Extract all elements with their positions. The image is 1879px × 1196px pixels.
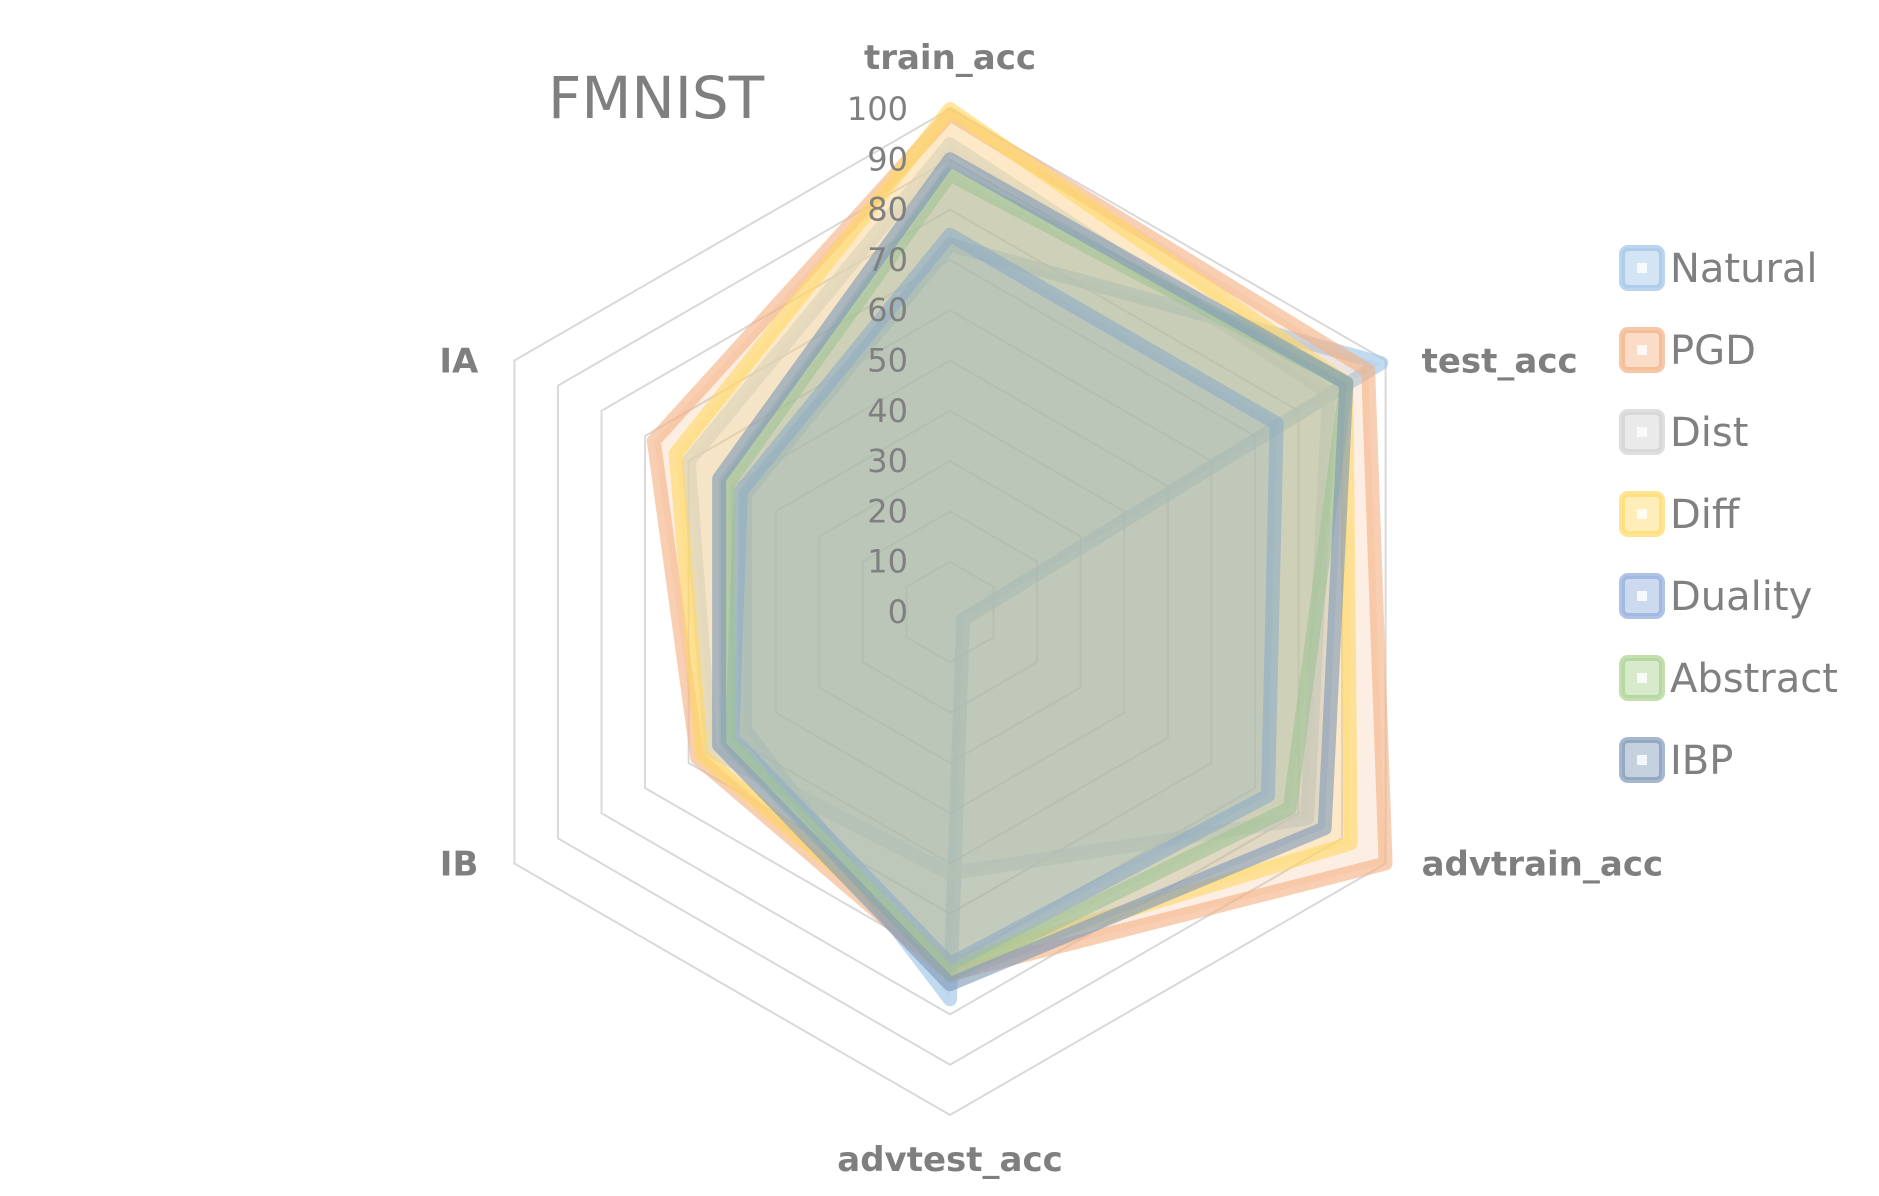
legend-label: Diff <box>1670 492 1741 538</box>
grid-ring <box>861 510 1039 714</box>
legend-swatch-center <box>1637 427 1647 437</box>
legend-label: Natural <box>1670 246 1818 292</box>
radar-series <box>646 102 1393 1007</box>
tick-label: 100 <box>847 90 908 128</box>
axis-label-test-acc: test_acc <box>1422 342 1578 382</box>
axis-label-ia: IA <box>439 342 479 382</box>
tick-label: 60 <box>867 291 908 329</box>
tick-label: 30 <box>867 442 908 480</box>
tick-label: 90 <box>867 140 908 178</box>
radial-ticks: 0 10 20 30 40 50 60 70 80 90 100 <box>847 90 908 631</box>
tick-label: 50 <box>867 342 908 380</box>
legend-swatch-center <box>1637 673 1647 683</box>
legend-label: IBP <box>1670 738 1733 784</box>
legend-swatch-center <box>1637 755 1647 765</box>
series-ibp <box>712 152 1354 992</box>
tick-label: 40 <box>867 392 908 430</box>
legend-label: Duality <box>1670 574 1812 620</box>
axis-label-train-acc: train_acc <box>864 38 1036 78</box>
chart-title: FMNIST <box>548 64 765 132</box>
tick-label: 70 <box>867 241 908 279</box>
tick-label: 20 <box>867 492 908 530</box>
grid-ring <box>905 560 995 664</box>
tick-label: 80 <box>867 191 908 229</box>
axis-label-advtest-acc: advtest_acc <box>837 1140 1063 1180</box>
legend-label: PGD <box>1670 328 1756 374</box>
axis-label-advtrain-acc: advtrain_acc <box>1422 845 1664 885</box>
tick-label: 10 <box>867 543 908 581</box>
axis-labels: train_acc test_acc advtrain_acc advtest_acc… <box>439 38 1663 1180</box>
legend: Natural PGD Dist Diff Duality Abstract IBP <box>1619 245 1838 784</box>
legend-label: Abstract <box>1670 656 1838 702</box>
legend-swatch-center <box>1637 263 1647 273</box>
legend-swatch-center <box>1637 509 1647 519</box>
legend-swatch-center <box>1637 591 1647 601</box>
grid-ring <box>818 459 1082 765</box>
tick-label: 0 <box>888 593 908 631</box>
legend-swatch-center <box>1637 345 1647 355</box>
legend-label: Dist <box>1670 410 1748 456</box>
axis-label-ib: IB <box>440 845 479 885</box>
